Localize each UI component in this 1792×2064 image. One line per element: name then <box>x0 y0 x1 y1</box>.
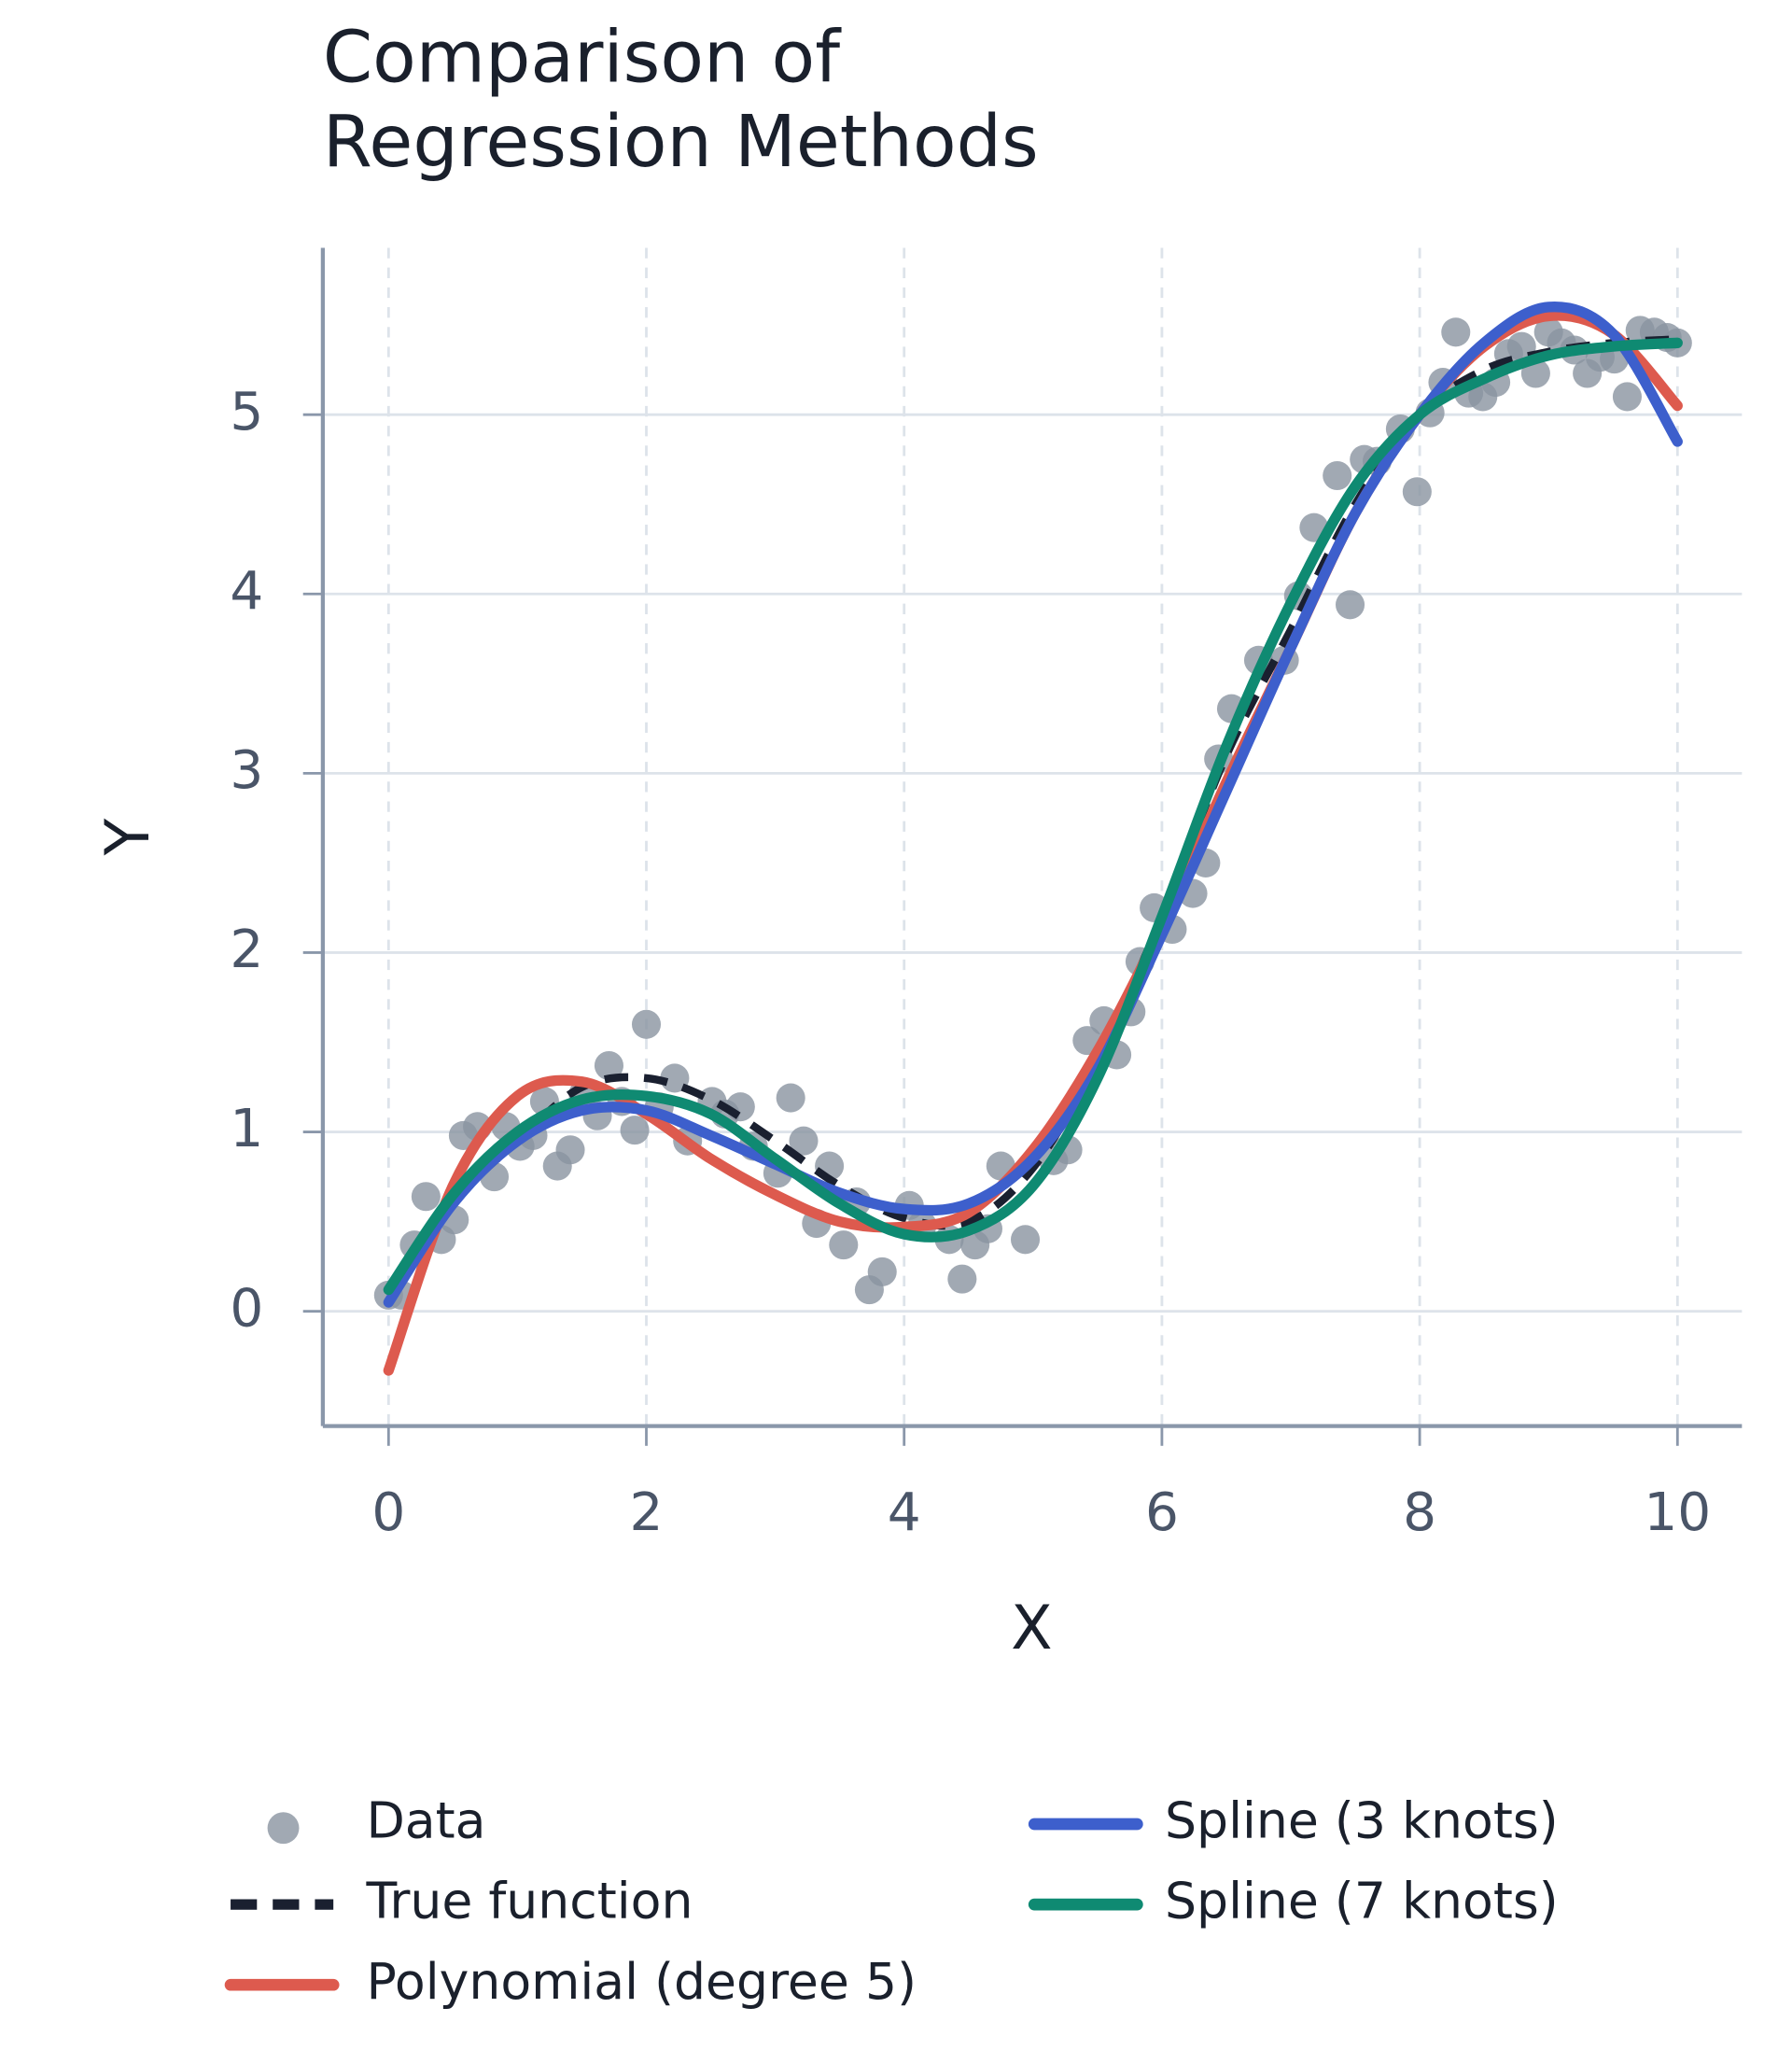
x-tick-label: 2 <box>630 1482 664 1543</box>
title-box: Comparison of Regression Methods <box>322 16 1039 184</box>
x-tick-label: 10 <box>1644 1482 1711 1543</box>
data-point <box>660 1063 690 1093</box>
x-axis-label: X <box>1011 1594 1053 1664</box>
y-tick-label: 0 <box>230 1278 263 1339</box>
data-point <box>947 1264 977 1294</box>
data-point <box>1323 460 1352 491</box>
legend-marker <box>267 1812 300 1845</box>
data-point <box>776 1083 805 1113</box>
legend-text: Spline (7 knots) <box>1165 1872 1559 1931</box>
y-tick-label: 1 <box>230 1099 263 1159</box>
x-tick-label: 8 <box>1403 1482 1436 1543</box>
data-point <box>1402 477 1432 507</box>
x-tick-label: 0 <box>371 1482 405 1543</box>
y-tick-label: 4 <box>230 561 263 622</box>
chart-title: Comparison of Regression Methods <box>322 16 1039 184</box>
data-point <box>555 1135 585 1165</box>
data-point <box>411 1182 441 1212</box>
y-tick-label: 2 <box>230 920 263 980</box>
data-point <box>620 1116 650 1145</box>
data-point <box>1612 382 1642 412</box>
data-point <box>1441 317 1471 347</box>
data-point <box>1336 590 1365 620</box>
series-line <box>383 310 1683 1376</box>
data-point <box>829 1230 859 1260</box>
y-tick-label: 3 <box>230 740 263 801</box>
legend-text: Polynomial (degree 5) <box>366 1952 917 2011</box>
x-tick-label: 4 <box>888 1482 921 1543</box>
y-axis-label: Y <box>93 818 163 856</box>
data-point <box>1010 1225 1041 1255</box>
x-tick-label: 6 <box>1145 1482 1179 1543</box>
legend-text: True function <box>365 1872 693 1931</box>
legend-text: Spline (3 knots) <box>1165 1791 1559 1850</box>
legend-text: Data <box>366 1791 485 1850</box>
data-point <box>867 1257 897 1286</box>
data-point <box>789 1126 819 1156</box>
y-tick-label: 5 <box>230 382 263 442</box>
data-point <box>594 1050 623 1081</box>
data-point <box>631 1009 662 1039</box>
series-line <box>383 337 1683 1296</box>
